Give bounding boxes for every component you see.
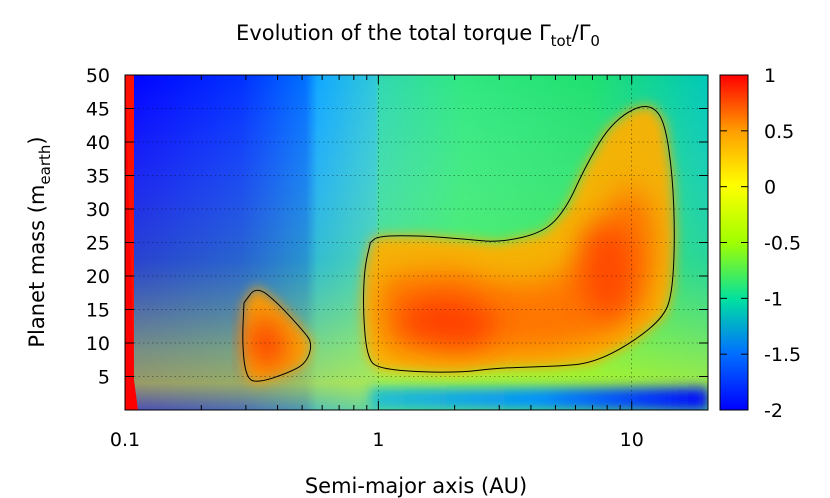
- x-tick-label: 1: [372, 429, 384, 451]
- y-axis: 5 10 15 20 25 30 35 40 45 50: [86, 65, 708, 389]
- contour-inner-region: [242, 289, 312, 382]
- x-tick-label: 10: [620, 429, 644, 451]
- contour-outer-region: [363, 106, 675, 373]
- y-tick-label: 20: [86, 266, 110, 288]
- y-tick-label: 50: [86, 65, 110, 87]
- colorbar-tick-label: -0.5: [764, 233, 801, 255]
- x-tick-label: 0.1: [110, 429, 140, 451]
- y-tick-label: 30: [86, 199, 110, 221]
- y-tick-label: 10: [86, 333, 110, 355]
- x-axis: 0.1 1 10: [110, 75, 709, 451]
- y-tick-label: 5: [98, 367, 110, 389]
- colorbar-tick-label: -1: [764, 288, 783, 310]
- colorbar-tick-label: 1: [764, 65, 776, 87]
- chart-title: Evolution of the total torque Γtot/Γ0: [236, 21, 600, 50]
- y-tick-label: 25: [86, 233, 110, 255]
- colorbar-ticks: 1 0.5 0 -0.5 -1 -1.5 -2: [720, 65, 801, 422]
- heat-blob-2: [398, 296, 500, 347]
- contours: [242, 106, 675, 382]
- heat-blob-3: [584, 222, 632, 323]
- heatmap-field: [125, 75, 708, 410]
- colorbar-tick-label: 0: [764, 177, 776, 199]
- heat-blob-5: [249, 316, 286, 370]
- y-tick-label: 35: [86, 166, 110, 188]
- colorbar-tick-label: -2: [764, 400, 783, 422]
- y-tick-label: 45: [86, 99, 110, 121]
- y-tick-label: 15: [86, 300, 110, 322]
- y-tick-label: 40: [86, 132, 110, 154]
- heatmap-bottom-strip: [370, 388, 708, 410]
- colorbar-tick-label: -1.5: [764, 344, 801, 366]
- y-axis-label: Planet mass (mearth): [25, 136, 54, 347]
- colorbar-tick-label: 0.5: [764, 121, 794, 143]
- x-axis-label: Semi-major axis (AU): [305, 474, 527, 498]
- red-edge-tail: [125, 75, 138, 410]
- grid: [125, 74, 708, 410]
